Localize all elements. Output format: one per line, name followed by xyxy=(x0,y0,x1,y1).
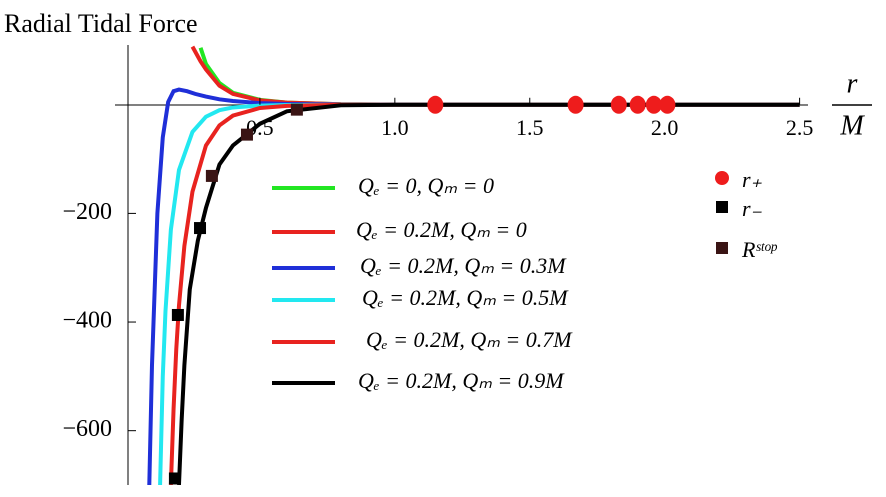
legend-label: Qₑ = 0, Qₘ = 0 xyxy=(358,173,494,198)
marker-point xyxy=(171,308,184,321)
marker-point xyxy=(194,222,207,235)
y-tick-label: −600 xyxy=(62,416,112,442)
legend-label: Qₑ = 0.2M, Qₘ = 0.7M xyxy=(366,327,573,352)
marker-point xyxy=(290,103,303,116)
legend-label: r₊ xyxy=(742,167,763,192)
legend-label: r₋ xyxy=(742,196,763,221)
marker-point xyxy=(610,95,627,114)
legend-label: Rˢᵗᵒᵖ xyxy=(741,237,778,262)
legend-swatch xyxy=(715,171,729,185)
series-line xyxy=(176,102,800,485)
marker-point xyxy=(567,95,584,114)
marker-point xyxy=(205,169,218,182)
marker-point xyxy=(240,128,253,141)
marker-point xyxy=(645,95,662,114)
series-line xyxy=(190,45,800,107)
marker-point xyxy=(427,95,444,114)
legend-label: Qₑ = 0.2M, Qₘ = 0 xyxy=(356,217,527,242)
y-tick-label: −200 xyxy=(62,199,112,225)
y-tick-label: −400 xyxy=(62,308,112,334)
legend-label: Qₑ = 0.2M, Qₘ = 0.5M xyxy=(362,285,569,310)
marker-point xyxy=(168,472,181,485)
x-tick-label: 2.5 xyxy=(786,115,814,140)
marker-point xyxy=(659,95,676,114)
series-line xyxy=(198,47,800,107)
plot-area xyxy=(147,45,800,485)
legend-swatch xyxy=(716,242,728,254)
x-tick-label: 2.0 xyxy=(651,115,679,140)
marker-point xyxy=(629,95,646,114)
legend-label: Qₑ = 0.2M, Qₘ = 0.9M xyxy=(358,368,565,393)
legend-swatch xyxy=(716,201,728,213)
x-axis-label: r xyxy=(847,68,858,99)
x-tick-label: 1.0 xyxy=(381,115,409,140)
x-axis-unit: M xyxy=(839,110,865,141)
legend-label: Qₑ = 0.2M, Qₘ = 0.3M xyxy=(360,253,567,278)
x-tick-label: 1.5 xyxy=(516,115,544,140)
chart-title: Radial Tidal Force xyxy=(4,9,198,38)
